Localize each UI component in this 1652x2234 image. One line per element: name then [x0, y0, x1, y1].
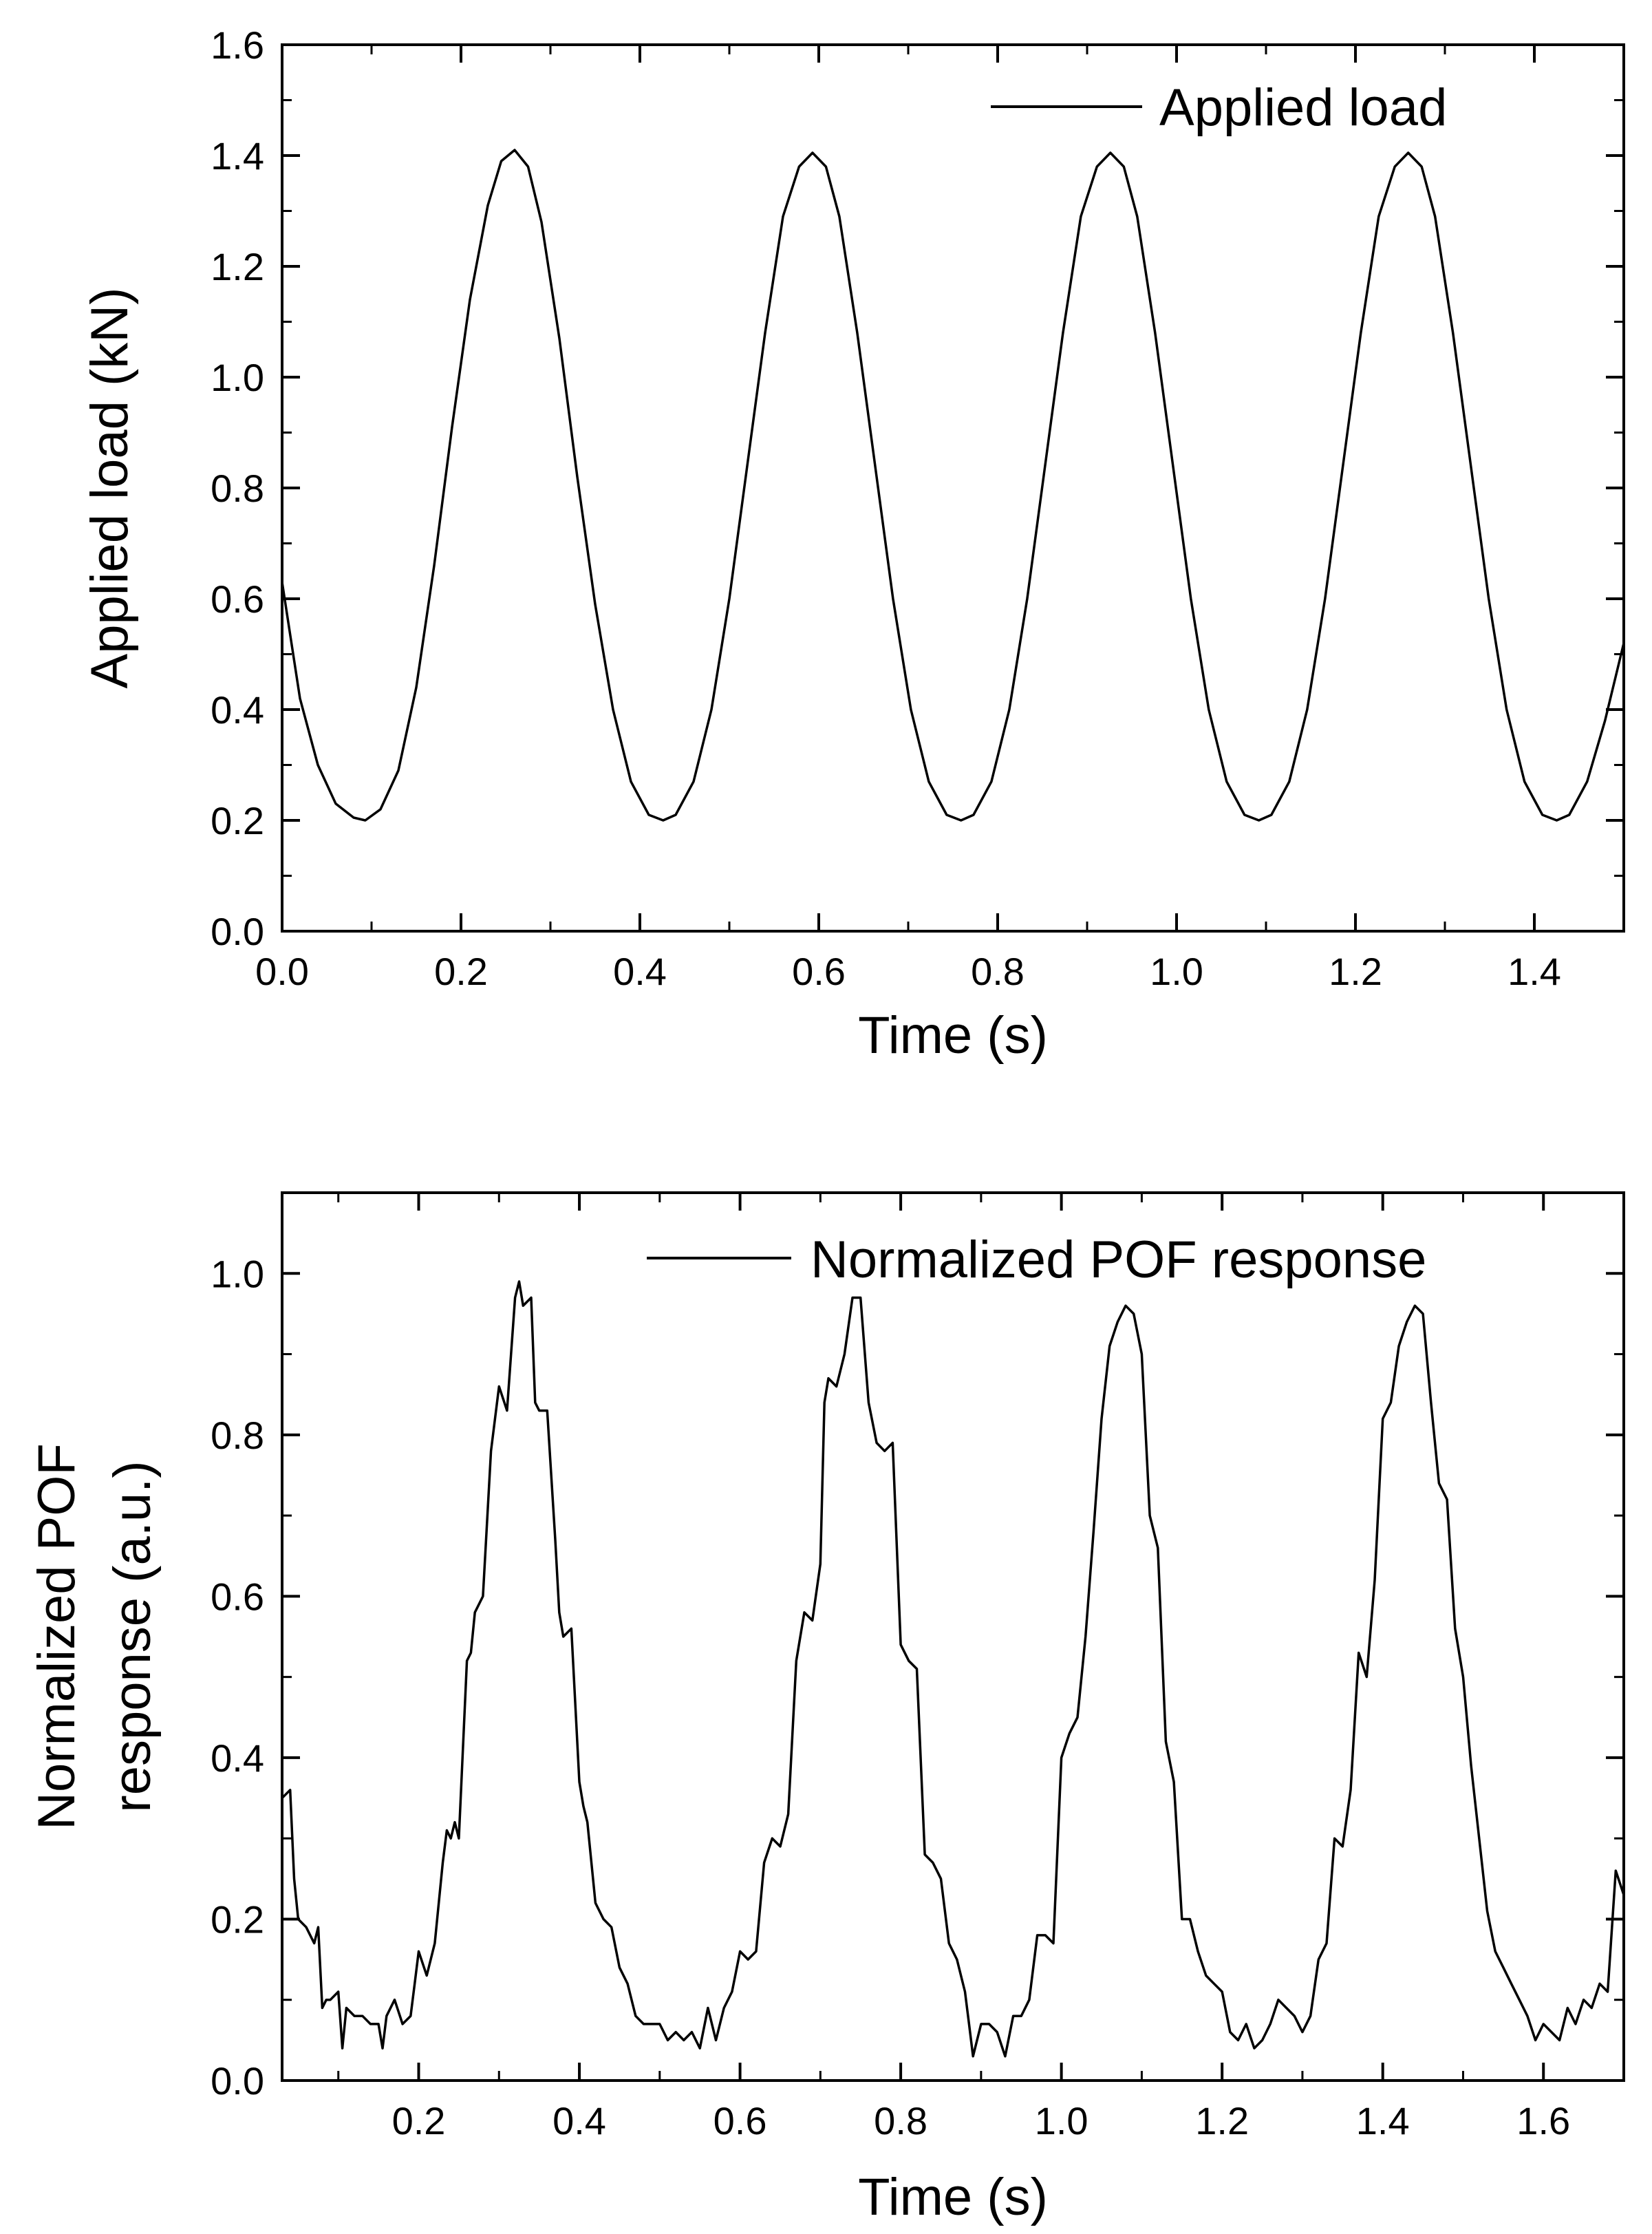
- y-axis-ticks: 0.0 0.2 0.4 0.6 0.8 1.0: [211, 1191, 1624, 2103]
- legend-label-pof-response: Normalized POF response: [811, 1231, 1426, 1289]
- plot-frame: [281, 43, 1625, 933]
- y-tick-label: 0.8: [211, 467, 264, 510]
- x-axis-title: Time (s): [858, 2168, 1048, 2226]
- y-tick-label: 0.6: [211, 577, 264, 621]
- y-tick-label: 0.0: [211, 910, 264, 953]
- y-tick-label: 1.4: [211, 134, 264, 178]
- y-tick-label: 1.6: [211, 23, 264, 67]
- x-tick-label: 0.4: [613, 950, 667, 993]
- x-axis-title: Time (s): [858, 1006, 1048, 1065]
- y-axis-ticks: 0.0 0.2 0.4 0.6 0.8 1.0 1.2 1.4 1.6: [211, 23, 1624, 953]
- series-line-normalized-pof-response: [281, 1280, 1625, 2058]
- x-tick-label: 0.6: [714, 2099, 767, 2142]
- y-tick-label: 0.4: [211, 1736, 264, 1780]
- x-tick-label: 0.8: [874, 2099, 927, 2142]
- x-tick-label: 1.4: [1508, 950, 1561, 993]
- y-tick-label: 0.0: [211, 2059, 264, 2103]
- series-line-applied-load: [281, 149, 1625, 822]
- x-tick-label: 1.0: [1035, 2099, 1088, 2142]
- x-axis-ticks: 0.2 0.4 0.6 0.8 1.0 1.2 1.4 1.6: [337, 1193, 1625, 2142]
- y-tick-label: 1.2: [211, 245, 264, 288]
- pof-response-chart: 0.2 0.4 0.6 0.8 1.0 1.2 1.4 1.6 0.0 0.2 0.4 0.6 0.8…: [28, 1191, 1625, 2226]
- x-tick-label: 0.6: [792, 950, 846, 993]
- series-layer: [281, 149, 1625, 822]
- y-tick-label: 0.6: [211, 1575, 264, 1618]
- y-axis-title: Applied load (kN): [81, 288, 139, 689]
- series-layer: [281, 1280, 1625, 2058]
- legend-label-applied-load: Applied load: [1159, 78, 1447, 137]
- y-tick-label: 1.0: [211, 356, 264, 399]
- x-tick-label: 0.2: [434, 950, 488, 993]
- legend: Normalized POF response: [647, 1231, 1426, 1289]
- x-tick-label: 0.0: [255, 950, 309, 993]
- legend: Applied load: [991, 78, 1447, 137]
- x-tick-label: 1.2: [1329, 950, 1382, 993]
- y-tick-label: 0.4: [211, 688, 264, 732]
- x-tick-label: 1.4: [1356, 2099, 1410, 2142]
- x-tick-label: 1.2: [1195, 2099, 1249, 2142]
- x-tick-label: 1.0: [1150, 950, 1203, 993]
- y-tick-label: 1.0: [211, 1252, 264, 1295]
- x-tick-label: 0.8: [971, 950, 1025, 993]
- y-tick-label: 0.8: [211, 1414, 264, 1457]
- y-tick-label: 0.2: [211, 1897, 264, 1941]
- x-axis-ticks: 0.0 0.2 0.4 0.6 0.8 1.0 1.2 1.4: [255, 45, 1625, 993]
- plot-frame: [281, 1191, 1625, 2082]
- y-axis-title-line-2: response (a.u.): [103, 1460, 162, 1812]
- y-axis-title-line-1: Normalized POF: [28, 1443, 86, 1830]
- x-tick-label: 0.2: [392, 2099, 446, 2142]
- applied-load-chart: 0.0 0.2 0.4 0.6 0.8 1.0 1.2 1.4 0.0 0.2 0.4 0.6 0.8…: [81, 23, 1625, 1065]
- x-tick-label: 1.6: [1516, 2099, 1570, 2142]
- y-tick-label: 0.2: [211, 799, 264, 842]
- x-tick-label: 0.4: [553, 2099, 606, 2142]
